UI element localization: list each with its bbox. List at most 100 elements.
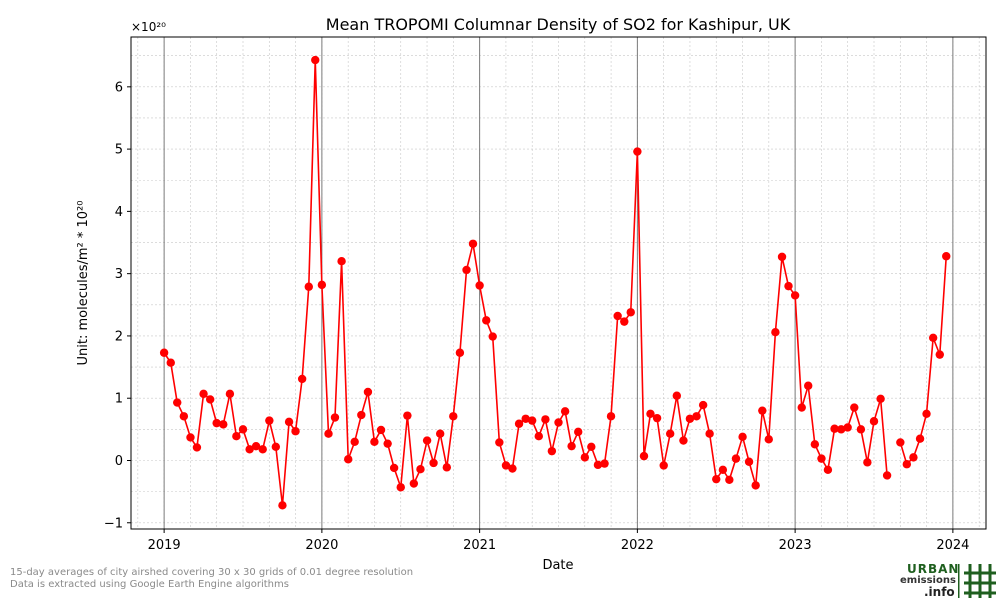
data-point bbox=[738, 432, 747, 442]
data-point bbox=[547, 446, 557, 456]
data-point bbox=[928, 333, 938, 343]
data-point bbox=[363, 387, 373, 397]
data-point bbox=[304, 282, 313, 291]
data-point bbox=[488, 332, 497, 341]
data-point bbox=[896, 438, 905, 447]
data-point bbox=[665, 429, 675, 438]
y-tick-label: 4 bbox=[115, 205, 123, 220]
data-point bbox=[409, 479, 419, 488]
data-point bbox=[620, 317, 629, 326]
data-point bbox=[922, 409, 931, 418]
data-point bbox=[797, 403, 806, 412]
data-point bbox=[212, 418, 221, 428]
data-point bbox=[389, 463, 399, 473]
data-point bbox=[725, 475, 734, 484]
data-point bbox=[823, 465, 833, 475]
data-point bbox=[580, 453, 590, 462]
logo-grid-icon bbox=[958, 564, 996, 598]
data-point bbox=[468, 239, 478, 248]
data-point bbox=[843, 423, 852, 432]
data-point bbox=[225, 389, 235, 399]
footnote-source: Data is extracted using Google Earth Eng… bbox=[10, 579, 289, 590]
data-point bbox=[179, 412, 189, 421]
data-point bbox=[501, 461, 511, 470]
series-line bbox=[163, 60, 888, 506]
data-point bbox=[508, 464, 517, 473]
data-point bbox=[462, 265, 471, 275]
data-point bbox=[337, 257, 346, 266]
data-point bbox=[344, 455, 353, 464]
data-point bbox=[317, 280, 327, 290]
data-point bbox=[422, 436, 432, 445]
data-point bbox=[751, 481, 760, 490]
y-tick-label: 2 bbox=[115, 329, 123, 344]
data-point bbox=[311, 55, 320, 65]
logo-word-emissions: emissions bbox=[900, 575, 956, 586]
data-point bbox=[685, 414, 695, 423]
x-tick-label: 2024 bbox=[936, 538, 969, 553]
y-tick-label: 5 bbox=[115, 143, 123, 158]
x-tick-label: 2023 bbox=[779, 538, 812, 553]
data-point bbox=[284, 417, 294, 427]
data-point bbox=[376, 425, 386, 435]
data-point bbox=[856, 425, 866, 434]
y-tick-label: 6 bbox=[115, 80, 123, 95]
data-point bbox=[396, 483, 405, 492]
data-point bbox=[777, 252, 787, 262]
chart-title: Mean TROPOMI Columnar Density of SO2 for… bbox=[326, 15, 791, 34]
data-point bbox=[514, 419, 524, 428]
x-tick-label: 2019 bbox=[148, 538, 181, 553]
data-point bbox=[659, 461, 668, 470]
data-point bbox=[350, 437, 359, 447]
data-point bbox=[804, 381, 813, 390]
data-point bbox=[238, 425, 248, 434]
logo-word-urban: URBAN bbox=[907, 562, 960, 576]
data-point bbox=[698, 400, 708, 410]
plot-frame bbox=[130, 36, 987, 530]
data-point bbox=[245, 445, 254, 454]
data-point bbox=[435, 429, 445, 438]
data-point bbox=[186, 433, 195, 442]
y-tick-label: 3 bbox=[115, 267, 123, 282]
data-point bbox=[758, 406, 767, 415]
data-point bbox=[403, 411, 412, 420]
data-point bbox=[836, 425, 846, 434]
data-point bbox=[251, 441, 261, 451]
series-layer bbox=[159, 55, 951, 510]
data-point bbox=[199, 389, 208, 399]
data-point bbox=[790, 291, 800, 300]
y-multiplier-label: ×10²⁰ bbox=[131, 20, 166, 34]
data-point bbox=[935, 350, 944, 359]
urban-emissions-logo: URBAN emissions .info bbox=[898, 560, 998, 600]
data-point bbox=[265, 416, 274, 425]
data-point bbox=[731, 454, 741, 463]
y-axis-label: Unit: molecules/m² * 10²⁰ bbox=[76, 201, 91, 366]
x-tick-label: 2020 bbox=[305, 538, 338, 553]
data-point bbox=[902, 460, 912, 469]
data-point bbox=[291, 427, 300, 436]
data-point bbox=[449, 412, 458, 421]
x-tick-label: 2022 bbox=[621, 538, 654, 553]
data-point bbox=[672, 391, 682, 400]
data-point bbox=[869, 417, 879, 426]
data-point bbox=[495, 438, 504, 447]
data-point bbox=[606, 412, 616, 421]
data-point bbox=[442, 463, 452, 472]
series-line bbox=[899, 256, 948, 466]
data-point bbox=[357, 410, 366, 420]
data-point bbox=[744, 457, 754, 466]
data-point bbox=[541, 415, 550, 424]
data-point bbox=[593, 460, 603, 470]
data-point bbox=[626, 308, 635, 317]
data-point bbox=[652, 413, 662, 423]
data-point bbox=[159, 348, 169, 357]
data-point bbox=[705, 429, 714, 438]
data-point bbox=[482, 316, 491, 325]
data-point bbox=[560, 407, 570, 416]
data-point bbox=[771, 328, 780, 337]
x-tick-label: 2021 bbox=[463, 538, 496, 553]
x-axis-label: Date bbox=[542, 558, 573, 573]
data-point bbox=[810, 440, 820, 449]
data-point bbox=[850, 403, 859, 412]
